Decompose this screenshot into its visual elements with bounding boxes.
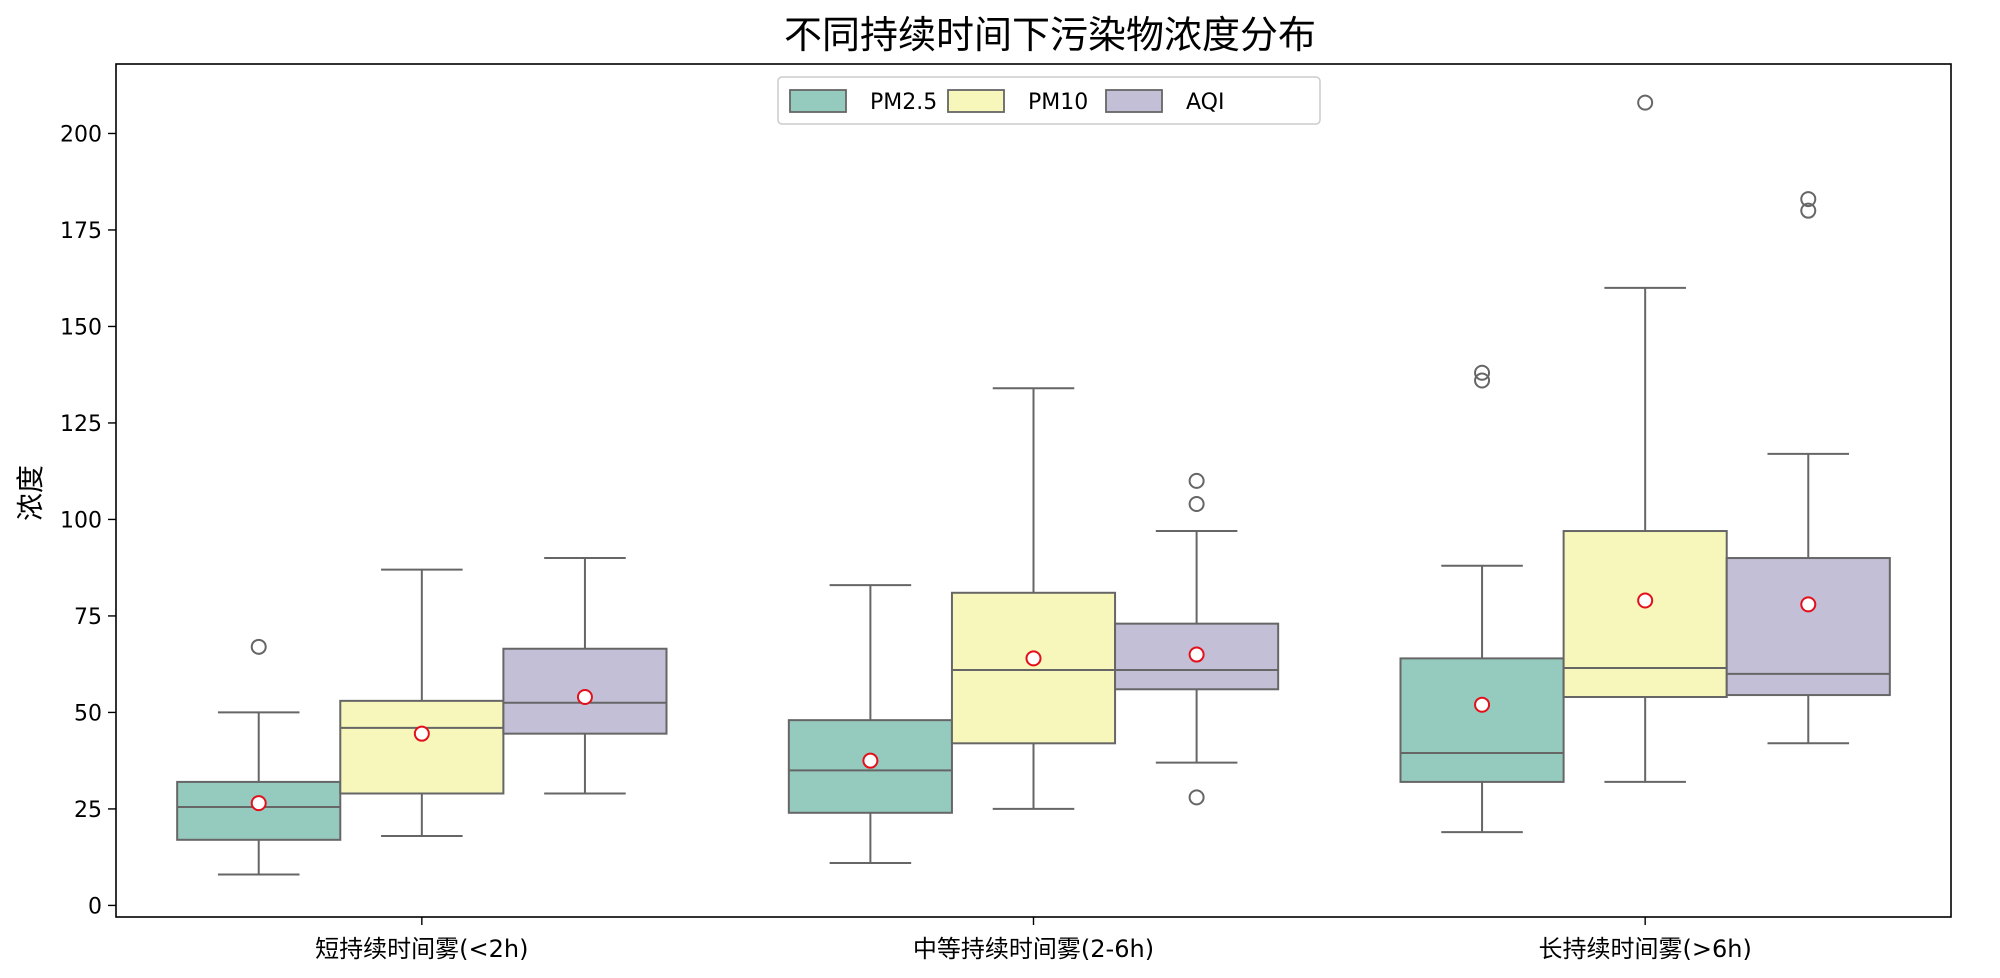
outlier-point — [1188, 472, 1205, 489]
box-body — [1562, 530, 1728, 698]
mean-marker — [1637, 592, 1654, 609]
box-body — [950, 591, 1117, 745]
y-tick-label: 25 — [74, 798, 102, 823]
mean-marker — [1474, 696, 1491, 713]
box-PM2.5-0 — [176, 638, 342, 876]
legend-swatch — [1105, 89, 1163, 113]
box-PM10-2 — [1562, 94, 1728, 783]
box-body — [1725, 557, 1891, 697]
outlier-point — [1800, 202, 1817, 219]
outlier-point — [1637, 94, 1654, 111]
y-tick-label: 200 — [60, 122, 102, 147]
box-AQI-1 — [1114, 472, 1280, 806]
x-tick-label: 长持续时间雾(>6h) — [1539, 935, 1752, 963]
box-body — [1399, 657, 1565, 783]
plot-area: 0 25 50 75 100 125 150 175 200 短持续时间雾(<2h) 中等持续时间雾… — [60, 94, 1891, 963]
outlier-point — [1800, 191, 1817, 208]
mean-marker — [1188, 646, 1205, 663]
y-tick-label: 175 — [60, 219, 102, 244]
legend-frame — [777, 76, 1321, 125]
mean-marker — [576, 688, 593, 705]
legend-swatch — [947, 89, 1005, 113]
box-PM2.5-2 — [1399, 364, 1565, 834]
legend-swatch — [789, 89, 847, 113]
mean-marker — [413, 725, 430, 742]
mean-marker — [1800, 596, 1817, 613]
outlier-point — [1474, 364, 1491, 381]
box-AQI-0 — [502, 557, 668, 795]
box-AQI-2 — [1725, 191, 1891, 745]
y-axis-label: 浓度 — [14, 465, 47, 521]
outlier-point — [250, 638, 267, 655]
chart-title: 不同持续时间下污染物浓度分布 — [784, 13, 1316, 57]
mean-marker — [862, 752, 879, 769]
y-tick-label: 50 — [74, 701, 102, 726]
legend: PM2.5 PM10 AQI — [777, 76, 1321, 125]
y-tick-label: 150 — [60, 315, 102, 340]
x-tick-label: 中等持续时间雾(2-6h) — [913, 935, 1154, 963]
legend-label: PM2.5 — [870, 90, 937, 115]
legend-label: PM10 — [1028, 90, 1088, 115]
box-PM10-1 — [950, 387, 1117, 810]
outlier-point — [1188, 496, 1205, 513]
box-body — [339, 699, 505, 795]
legend-label: AQI — [1186, 90, 1224, 115]
box-PM2.5-1 — [787, 584, 953, 864]
box-PM10-0 — [339, 568, 505, 837]
mean-marker — [250, 795, 267, 812]
outlier-point — [1188, 789, 1205, 806]
y-tick-label: 100 — [60, 508, 102, 533]
x-tick-label: 短持续时间雾(<2h) — [315, 935, 528, 963]
outlier-point — [1474, 372, 1491, 389]
y-tick-label: 0 — [88, 894, 102, 919]
plot-frame — [115, 63, 1952, 918]
y-tick-label: 125 — [60, 412, 102, 437]
mean-marker — [1025, 650, 1042, 667]
y-tick-label: 75 — [74, 605, 102, 630]
